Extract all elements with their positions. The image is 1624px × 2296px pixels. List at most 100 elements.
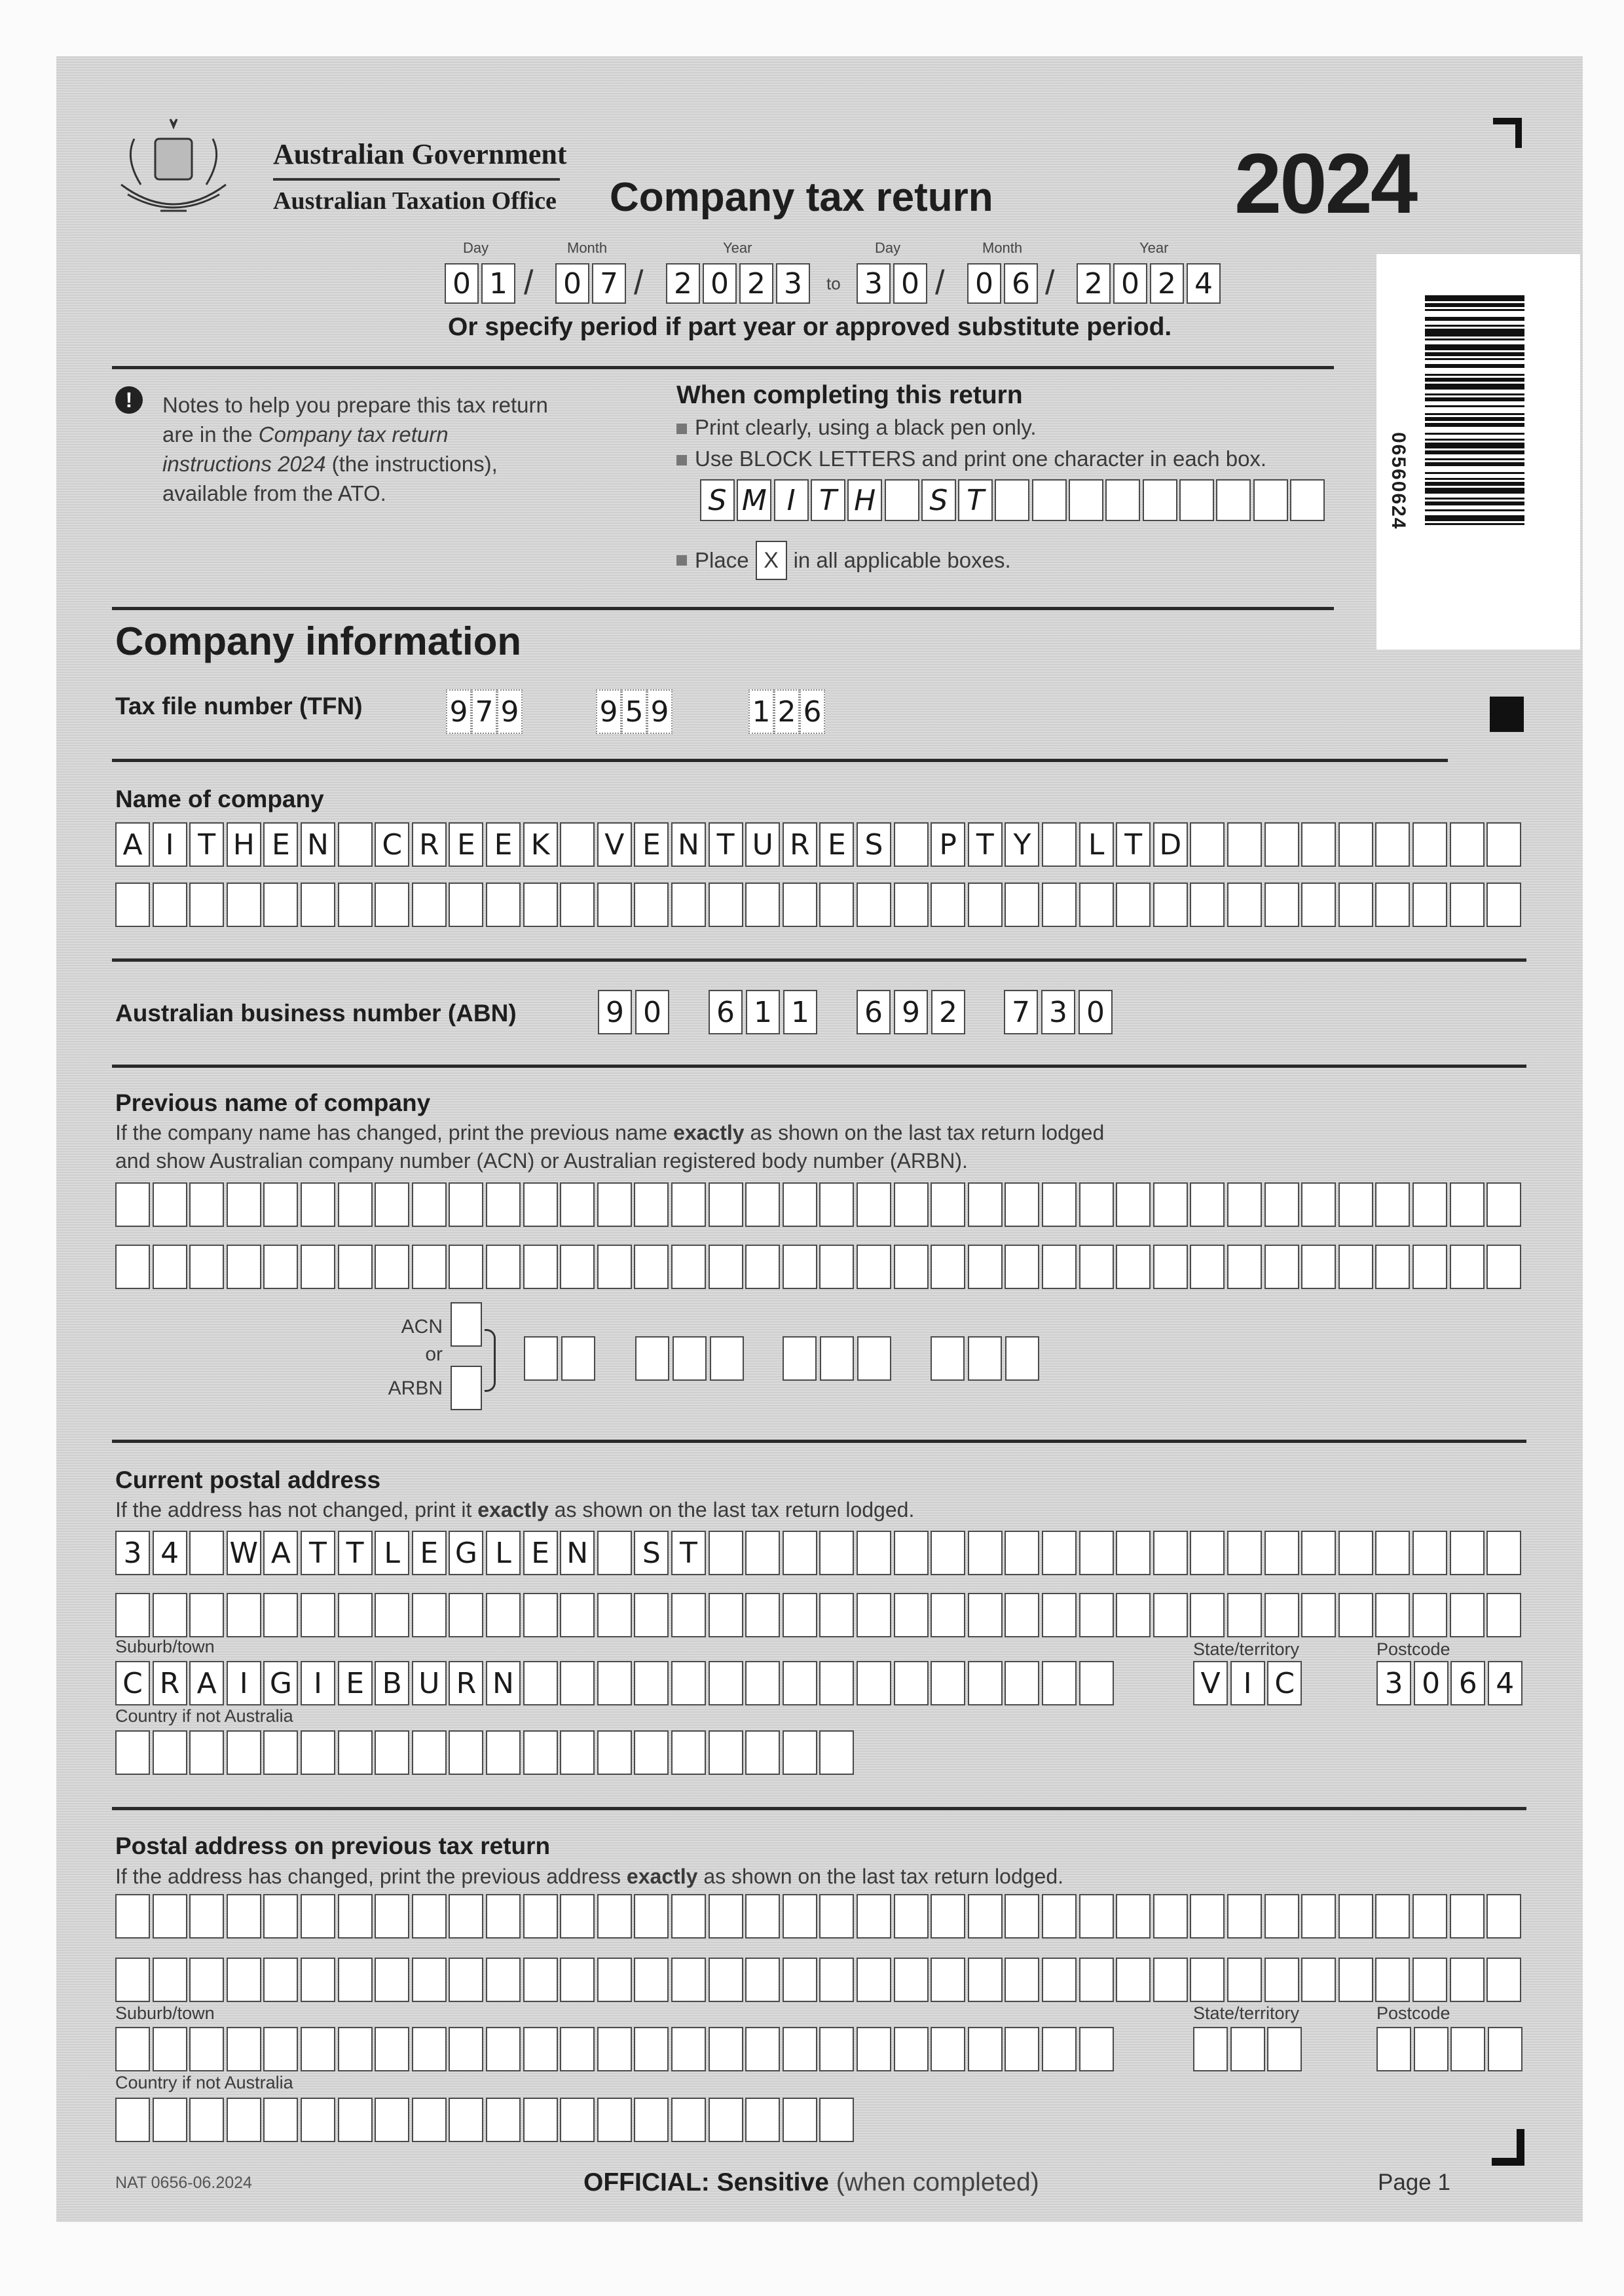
character-box[interactable] <box>1190 1593 1225 1637</box>
character-box[interactable] <box>1449 1182 1485 1227</box>
character-box[interactable] <box>597 2098 632 2142</box>
character-box[interactable] <box>115 1245 150 1289</box>
character-box[interactable]: 9 <box>497 689 523 734</box>
character-box[interactable] <box>1450 2027 1486 2071</box>
character-box[interactable] <box>1449 883 1485 927</box>
character-box[interactable] <box>1042 883 1077 927</box>
character-box[interactable]: L <box>375 1531 410 1575</box>
character-box[interactable] <box>1338 1958 1373 2002</box>
character-box[interactable] <box>449 1958 484 2002</box>
character-box[interactable] <box>560 1894 595 1939</box>
character-box[interactable] <box>486 1593 521 1637</box>
character-box[interactable]: 6 <box>1450 1661 1486 1705</box>
character-box[interactable] <box>301 1182 335 1227</box>
character-box[interactable] <box>820 1336 854 1381</box>
character-box[interactable]: I <box>1230 1661 1265 1705</box>
character-box[interactable] <box>486 1958 521 2002</box>
character-box[interactable]: 9 <box>598 990 632 1034</box>
character-box[interactable] <box>411 1894 447 1939</box>
character-box[interactable] <box>411 2098 447 2142</box>
character-box[interactable] <box>263 1894 299 1939</box>
character-box[interactable] <box>857 1245 891 1289</box>
character-box[interactable] <box>152 1730 187 1775</box>
character-box[interactable] <box>782 1245 817 1289</box>
character-box[interactable] <box>634 1894 669 1939</box>
character-box[interactable] <box>1267 2027 1302 2071</box>
character-box[interactable] <box>560 1245 595 1289</box>
character-box[interactable]: R <box>782 822 817 867</box>
character-box[interactable] <box>967 1958 1003 2002</box>
character-box[interactable] <box>152 2027 187 2071</box>
character-box[interactable]: 0 <box>1113 263 1147 304</box>
character-box[interactable] <box>226 2027 261 2071</box>
character-box[interactable] <box>1264 822 1299 867</box>
character-box[interactable] <box>1042 1894 1077 1939</box>
character-box[interactable] <box>893 2027 929 2071</box>
character-box[interactable] <box>263 1730 299 1775</box>
character-box[interactable] <box>1230 2027 1265 2071</box>
character-box[interactable] <box>1116 1182 1151 1227</box>
character-box[interactable] <box>1486 1894 1522 1939</box>
character-box[interactable]: 0 <box>635 990 669 1034</box>
character-box[interactable] <box>1005 1661 1040 1705</box>
character-box[interactable] <box>301 1593 335 1637</box>
character-box[interactable] <box>1079 1245 1114 1289</box>
character-box[interactable]: 2 <box>1150 263 1184 304</box>
character-box[interactable] <box>1042 1593 1077 1637</box>
character-box[interactable] <box>671 1894 706 1939</box>
character-box[interactable] <box>1005 1182 1040 1227</box>
character-box[interactable] <box>819 1730 855 1775</box>
character-box[interactable] <box>523 883 558 927</box>
character-box[interactable] <box>226 1894 261 1939</box>
character-box[interactable] <box>634 2027 669 2071</box>
character-box[interactable] <box>523 1245 558 1289</box>
character-box[interactable] <box>189 1182 225 1227</box>
character-box[interactable] <box>634 1730 669 1775</box>
character-box[interactable] <box>1486 1958 1522 2002</box>
character-box[interactable] <box>449 1182 484 1227</box>
character-box[interactable] <box>1264 1245 1299 1289</box>
character-box[interactable]: N <box>671 822 706 867</box>
character-box[interactable] <box>745 2098 781 2142</box>
character-box[interactable]: V <box>1193 1661 1228 1705</box>
character-box[interactable] <box>967 1661 1003 1705</box>
character-box[interactable] <box>1486 1531 1522 1575</box>
character-box[interactable]: 4 <box>1187 263 1221 304</box>
character-box[interactable] <box>561 1336 595 1381</box>
character-box[interactable] <box>523 1661 558 1705</box>
character-box[interactable] <box>115 883 150 927</box>
character-box[interactable] <box>152 1245 187 1289</box>
character-box[interactable] <box>597 1730 632 1775</box>
character-box[interactable] <box>893 1894 929 1939</box>
character-box[interactable]: T <box>967 822 1003 867</box>
character-box[interactable] <box>819 1245 855 1289</box>
character-box[interactable] <box>1042 1531 1077 1575</box>
character-box[interactable]: N <box>486 1661 521 1705</box>
character-box[interactable] <box>1449 1894 1485 1939</box>
character-box[interactable]: 3 <box>857 263 891 304</box>
character-box[interactable] <box>1449 1958 1485 2002</box>
character-box[interactable] <box>411 1730 447 1775</box>
character-box[interactable] <box>597 1894 632 1939</box>
character-box[interactable] <box>560 822 595 867</box>
character-box[interactable] <box>634 1661 669 1705</box>
character-box[interactable] <box>1301 1182 1337 1227</box>
character-box[interactable] <box>1338 883 1373 927</box>
character-box[interactable] <box>597 2027 632 2071</box>
character-box[interactable] <box>1412 1894 1447 1939</box>
character-box[interactable] <box>375 1730 410 1775</box>
character-box[interactable] <box>671 1661 706 1705</box>
character-box[interactable]: 7 <box>1004 990 1038 1034</box>
character-box[interactable] <box>560 1182 595 1227</box>
character-box[interactable]: 1 <box>481 263 515 304</box>
character-box[interactable]: Y <box>1005 822 1040 867</box>
character-box[interactable] <box>634 1593 669 1637</box>
character-box[interactable] <box>115 2098 150 2142</box>
character-box[interactable] <box>1153 1958 1188 2002</box>
character-box[interactable] <box>745 1593 781 1637</box>
character-box[interactable]: 2 <box>1077 263 1111 304</box>
character-box[interactable] <box>1486 1245 1522 1289</box>
character-box[interactable] <box>1338 1593 1373 1637</box>
character-box[interactable]: D <box>1153 822 1188 867</box>
character-box[interactable] <box>782 1531 817 1575</box>
